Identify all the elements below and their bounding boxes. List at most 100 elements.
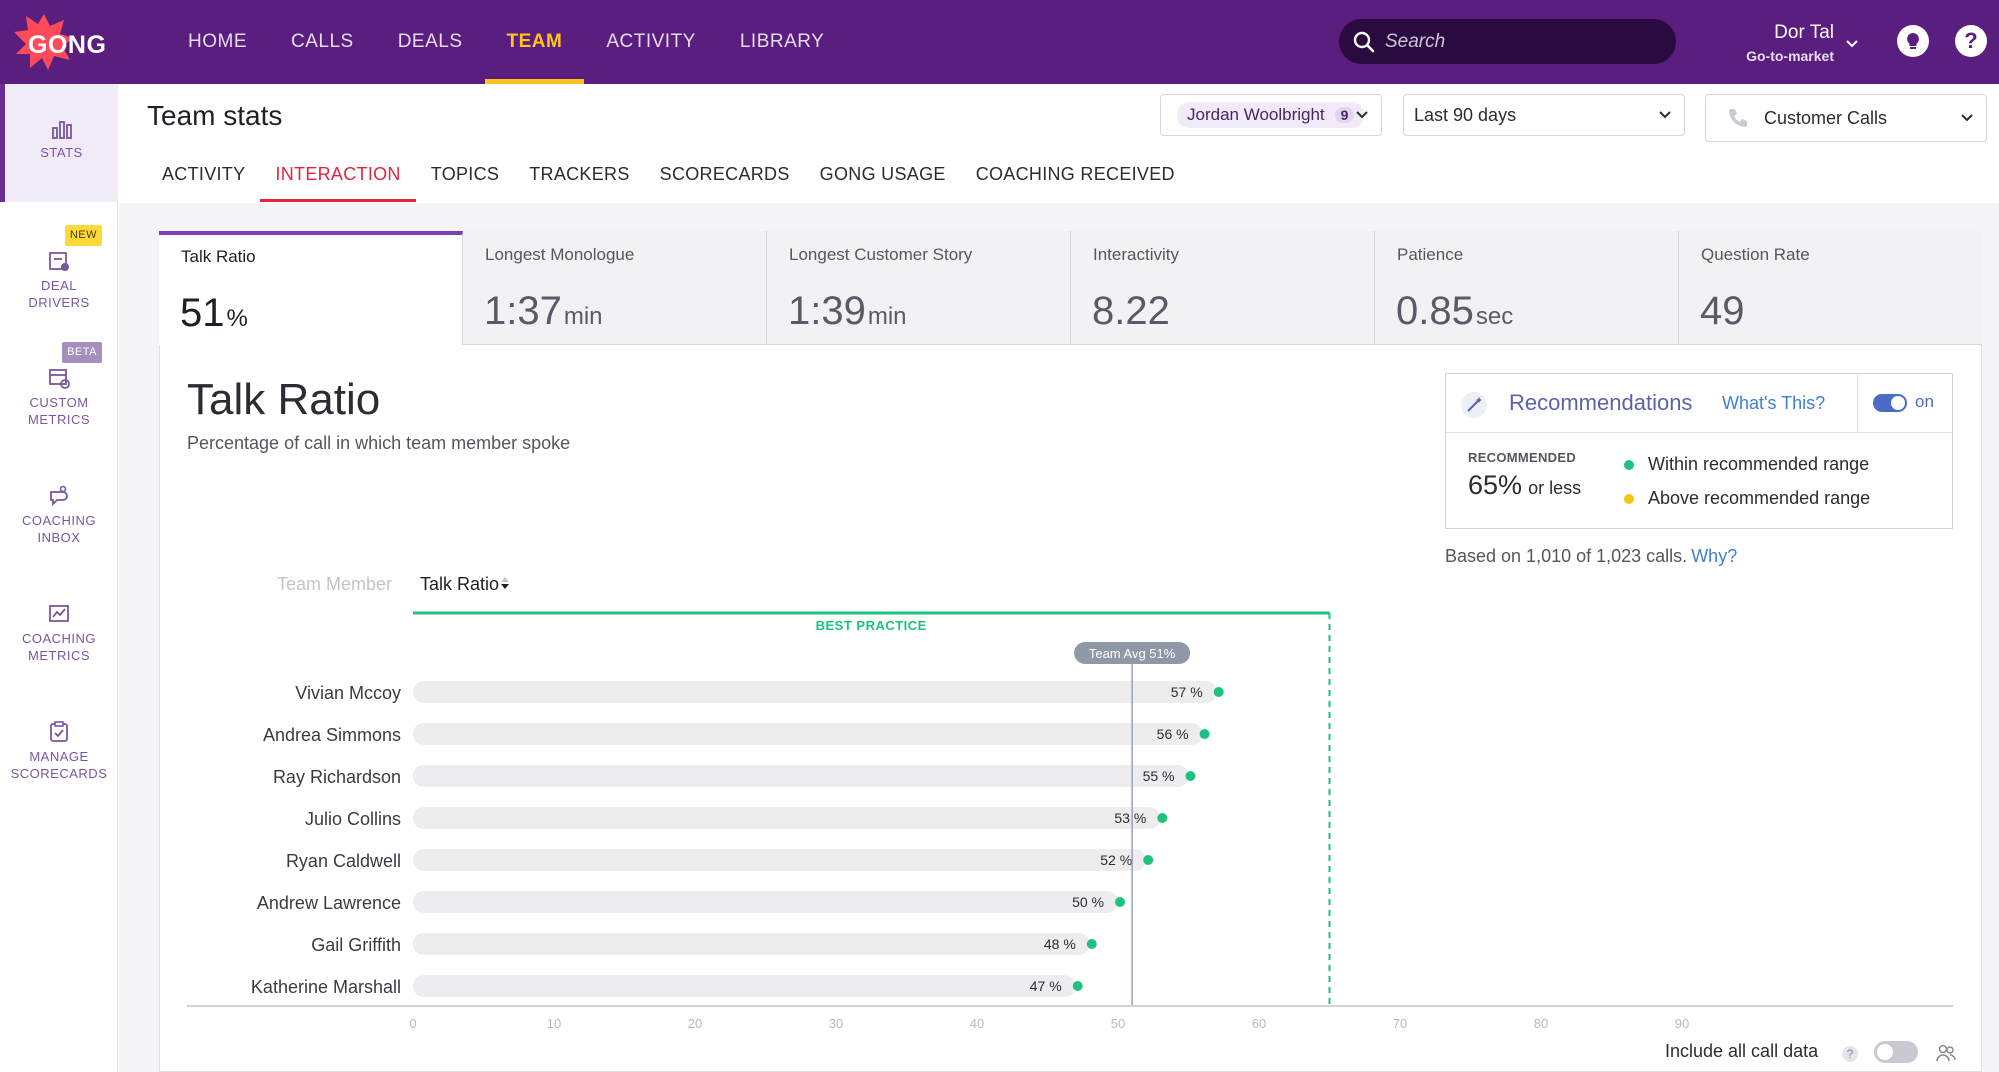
date-range-select[interactable]: Last 90 days [1403, 94, 1685, 136]
toggle-knob [1891, 396, 1905, 410]
sidebar-label: DRIVERS [28, 295, 90, 310]
team-member-filter[interactable]: Jordan Woolbright 9 [1160, 94, 1382, 136]
why-link[interactable]: Why? [1691, 546, 1738, 566]
sort-icon [501, 577, 510, 589]
help-circle-icon[interactable]: ? [1841, 1045, 1859, 1063]
help-button[interactable]: ? [1955, 25, 1987, 57]
user-menu[interactable]: Dor Tal Go-to-market [1720, 20, 1860, 68]
sidebar-item-custom-metrics[interactable]: BETA CUSTOM METRICS [0, 342, 118, 428]
x-axis-tick-label: 70 [1393, 1016, 1407, 1031]
metric-card-longest-monologue[interactable]: Longest Monologue 1:37min [463, 231, 767, 345]
metric-card-interactivity[interactable]: Interactivity 8.22 [1071, 231, 1375, 345]
nav-team[interactable]: TEAM [484, 0, 585, 84]
metric-label: Question Rate [1701, 245, 1810, 264]
metric-card-question-rate[interactable]: Question Rate 49 [1679, 231, 1982, 345]
include-all-toggle[interactable] [1874, 1041, 1918, 1063]
talk-ratio-bar [413, 933, 1090, 955]
sidebar-label: CUSTOM [29, 395, 89, 410]
deal-drivers-icon [49, 252, 69, 271]
top-bar: GONG HOME CALLS DEALS TEAM ACTIVITY LIBR… [0, 0, 1999, 84]
sidebar-label: METRICS [28, 648, 90, 663]
toggle-state-label: on [1915, 392, 1934, 411]
phone-icon [1729, 109, 1747, 127]
talk-ratio-dot [1115, 897, 1125, 907]
column-header-talk-ratio[interactable]: Talk Ratio [420, 574, 511, 595]
sidebar-label: MANAGE [29, 749, 89, 764]
tab-topics[interactable]: TOPICS [430, 163, 500, 184]
nav-library[interactable]: LIBRARY [739, 31, 825, 52]
talk-ratio-value-label: 56 % [1157, 726, 1189, 742]
metric-label: Longest Customer Story [789, 245, 973, 264]
whats-this-link[interactable]: What's This? [1722, 393, 1826, 413]
sidebar-item-deal-drivers[interactable]: NEW DEAL DRIVERS [0, 225, 118, 311]
tab-gong-usage[interactable]: GONG USAGE [819, 163, 946, 184]
sidebar-label: SCORECARDS [10, 766, 108, 781]
sidebar-item-coaching-metrics[interactable]: COACHING METRICS [0, 582, 118, 664]
recommended-label: RECOMMENDED [1468, 450, 1577, 465]
recommendations-toggle-area: on [1857, 374, 1952, 432]
team-member-name: Gail Griffith [311, 935, 401, 955]
talk-ratio-value-label: 50 % [1072, 894, 1104, 910]
nav-calls[interactable]: CALLS [291, 31, 354, 52]
svg-text:?: ? [1847, 1047, 1854, 1061]
talk-ratio-bar [413, 681, 1217, 703]
based-on-calls: Based on 1,010 of 1,023 calls. Why? [1445, 546, 1737, 567]
talk-ratio-bar [413, 765, 1189, 787]
best-practice-label: BEST PRACTICE [816, 618, 927, 633]
x-axis-tick-label: 0 [409, 1016, 416, 1031]
x-axis-tick-label: 50 [1111, 1016, 1125, 1031]
team-average-pill [1074, 642, 1191, 664]
column-header-team-member[interactable]: Team Member [277, 574, 393, 594]
sidebar-label: INBOX [37, 530, 81, 545]
recommendations-box: Recommendations What's This? on RECOMMEN… [1445, 373, 1953, 529]
call-type-select[interactable]: Customer Calls [1705, 94, 1987, 142]
talk-ratio-value-label: 57 % [1171, 684, 1203, 700]
legend-above-label: Above recommended range [1648, 488, 1871, 508]
team-member-name: Vivian Mccoy [295, 683, 401, 703]
nav-home[interactable]: HOME [188, 31, 247, 52]
sidebar-item-stats[interactable]: STATS [0, 84, 118, 202]
metric-value: 1:37min [484, 289, 603, 333]
metric-label: Talk Ratio [181, 247, 256, 266]
chart-title: Talk Ratio [187, 375, 381, 424]
search-box[interactable] [1339, 19, 1676, 64]
recommendations-toggle[interactable] [1873, 394, 1907, 412]
sidebar-item-manage-scorecards[interactable]: MANAGE SCORECARDS [0, 700, 118, 782]
talk-ratio-value-label: 52 % [1100, 852, 1132, 868]
talk-ratio-dot [1086, 939, 1097, 949]
talk-ratio-bar [413, 723, 1203, 745]
member-chip: Jordan Woolbright 9 [1177, 102, 1365, 128]
talk-ratio-value-label: 55 % [1143, 768, 1175, 784]
include-all-label: Include all call data [1665, 1041, 1819, 1061]
user-role: Go-to-market [1746, 48, 1834, 64]
talk-ratio-bar [413, 975, 1076, 997]
chevron-down-icon [1659, 111, 1671, 119]
sidebar-item-coaching-inbox[interactable]: COACHING INBOX [0, 464, 118, 546]
talk-ratio-dot [1143, 855, 1154, 865]
tab-coaching-received[interactable]: COACHING RECEIVED [975, 163, 1175, 184]
talk-ratio-dot [1199, 729, 1210, 739]
search-input[interactable] [1385, 30, 1655, 53]
metric-label: Longest Monologue [485, 245, 635, 264]
tab-activity[interactable]: ACTIVITY [162, 163, 246, 184]
nav-activity[interactable]: ACTIVITY [606, 31, 696, 52]
gong-logo[interactable]: GONG [14, 14, 106, 70]
metric-label: Patience [1397, 245, 1464, 264]
users-icon[interactable] [1935, 1042, 1957, 1064]
tab-scorecards[interactable]: SCORECARDS [659, 163, 790, 184]
tab-trackers[interactable]: TRACKERS [529, 163, 630, 184]
bar-chart-icon [51, 121, 72, 139]
sidebar-label: COACHING [21, 631, 97, 646]
metric-card-patience[interactable]: Patience 0.85sec [1375, 231, 1679, 345]
member-name: Jordan Woolbright [1187, 105, 1325, 124]
nav-deals[interactable]: DEALS [397, 31, 463, 52]
lightbulb-button[interactable] [1897, 25, 1929, 57]
sidebar: STATS NEW DEAL DRIVERS BETA CUSTOM METRI… [0, 84, 118, 1072]
metric-value: 8.22 [1092, 289, 1170, 333]
user-name: Dor Tal [1774, 22, 1834, 43]
metric-card-talk-ratio[interactable]: Talk Ratio 51% [159, 231, 463, 345]
team-member-name: Ray Richardson [273, 767, 401, 787]
team-member-name: Ryan Caldwell [286, 851, 401, 871]
metric-card-longest-customer-story[interactable]: Longest Customer Story 1:39min [767, 231, 1071, 345]
tab-interaction[interactable]: INTERACTION [260, 146, 417, 202]
